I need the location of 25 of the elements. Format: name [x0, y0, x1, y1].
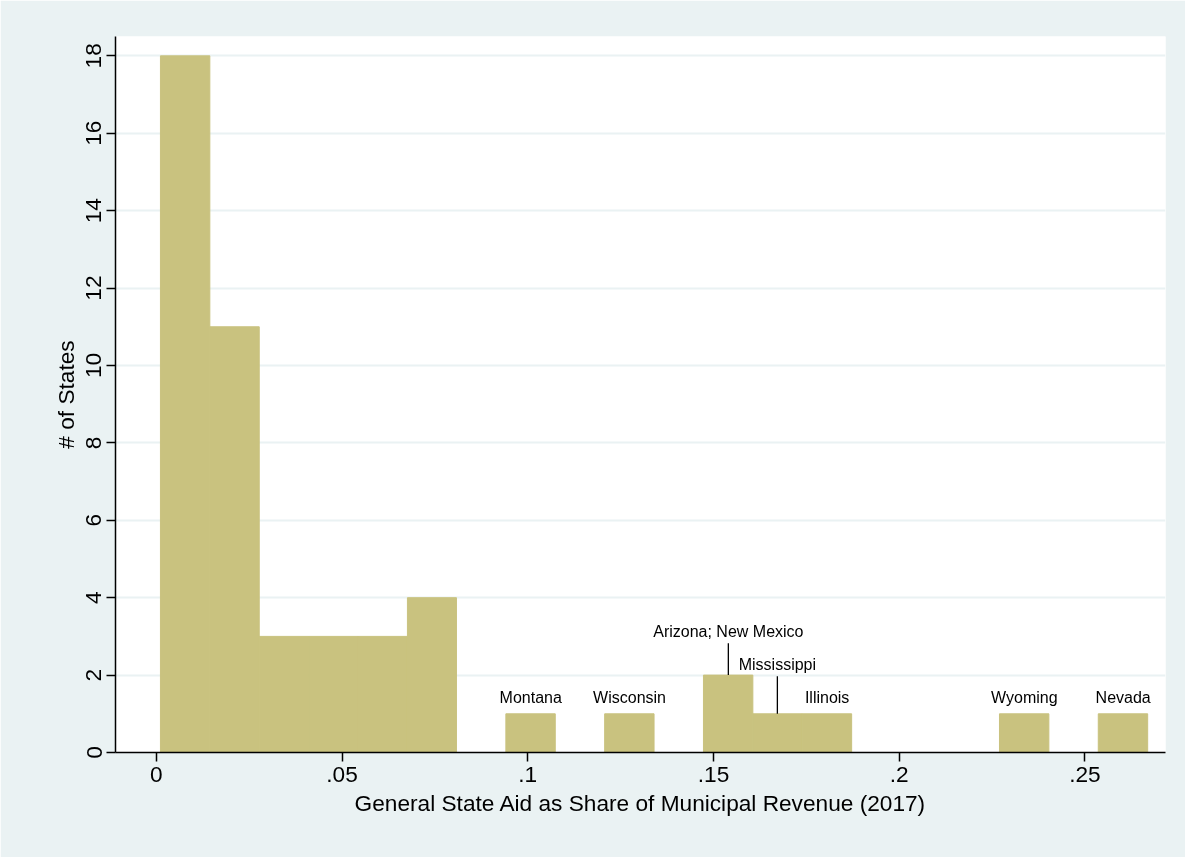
y-tick-label: 14	[80, 198, 107, 224]
annotation: Montana	[499, 689, 562, 707]
y-tick-label: 8	[80, 436, 107, 450]
annotation: Arizona; New Mexico	[653, 623, 804, 641]
y-tick-label: 4	[80, 591, 107, 604]
y-tick-label: 16	[80, 120, 107, 146]
x-tick-label: .15	[697, 760, 730, 787]
x-axis-title: General State Aid as Share of Municipal Revenue (2017)	[354, 789, 926, 816]
annotation: Illinois	[804, 689, 850, 707]
annotation: Mississippi	[738, 656, 817, 674]
x-tick-label: .05	[326, 760, 358, 787]
x-tick-label: 0	[150, 760, 163, 787]
annotation: Wyoming	[991, 689, 1058, 707]
y-tick-label: 6	[80, 513, 107, 527]
y-tick-label: 0	[80, 746, 107, 759]
annotation: Wisconsin	[593, 689, 666, 707]
y-axis-title: # of States	[52, 340, 79, 449]
x-tick-label: .2	[889, 760, 909, 787]
x-tick-label: .1	[518, 760, 538, 787]
y-tick-label: 10	[80, 352, 107, 379]
annotation: Nevada	[1095, 689, 1151, 707]
y-tick-label: 18	[80, 43, 107, 69]
y-tick-label: 12	[80, 275, 107, 301]
y-tick-label: 2	[80, 668, 107, 682]
x-tick-label: .25	[1069, 760, 1101, 787]
